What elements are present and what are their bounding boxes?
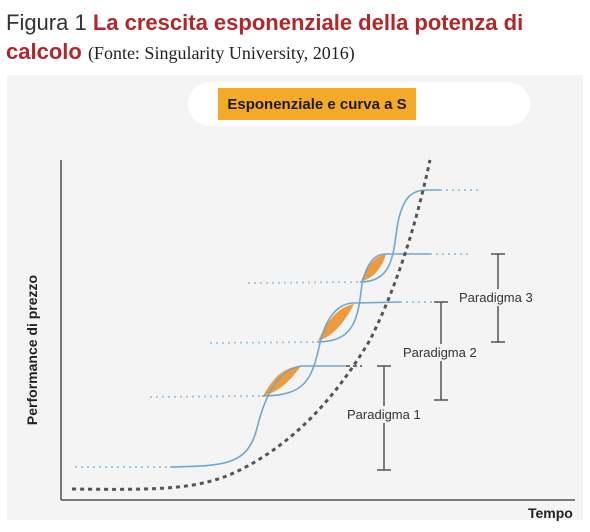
s-curve-2-lead (149, 395, 263, 398)
figure-source: (Fonte: Singularity University, 2016) (87, 43, 355, 63)
paradigm-2-label: Paradigma 2 (402, 344, 478, 361)
figure-main-title: La crescita esponenziale della potenza d… (6, 10, 524, 64)
y-axis-label: Performance di prezzo (24, 274, 40, 426)
exponential-curve (71, 159, 432, 491)
diagram-tag: Esponenziale e curva a S (218, 88, 416, 120)
s-curve-2 (261, 301, 401, 397)
s-curve-3-lead (209, 341, 318, 344)
overlap-area-2 (318, 304, 354, 341)
s-curve-4 (359, 189, 440, 283)
overlap-area-3 (361, 254, 386, 281)
s-curve-3 (316, 253, 430, 343)
figure-title: Figura 1 La crescita esponenziale della … (6, 8, 586, 68)
s-curve-1 (169, 365, 346, 468)
overlap-area-1 (263, 366, 301, 396)
x-axis-label: Tempo (528, 505, 573, 521)
s-curve-4-lead (247, 281, 361, 284)
figure-number: Figura 1 (6, 10, 87, 35)
paradigm-3-label: Paradigma 3 (458, 289, 534, 306)
paradigm-1-label: Paradigma 1 (346, 406, 422, 423)
